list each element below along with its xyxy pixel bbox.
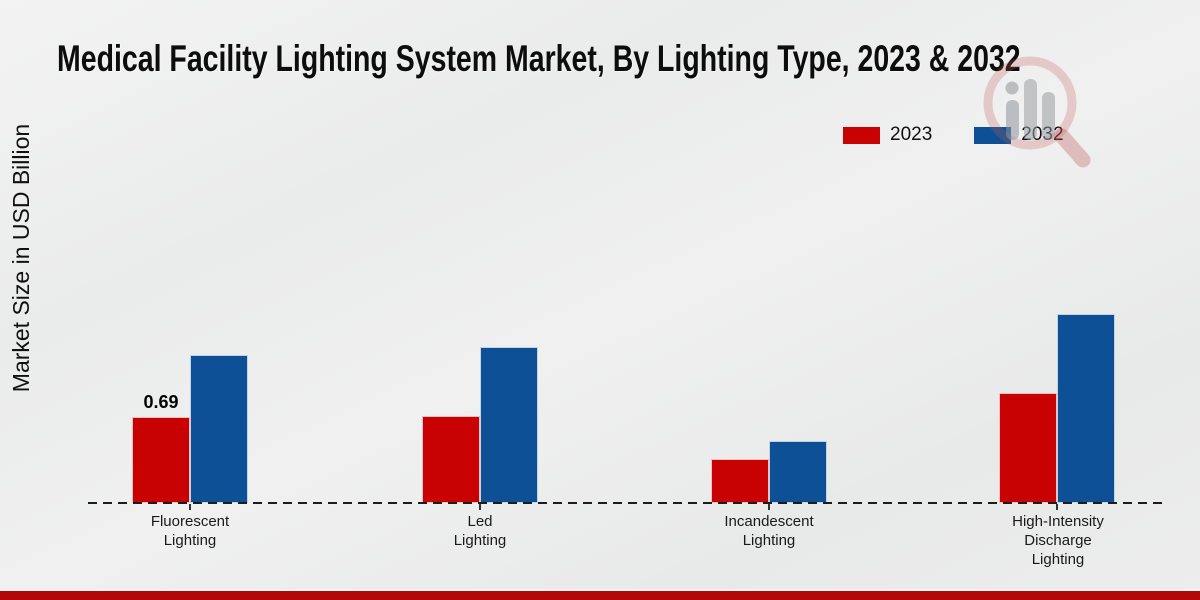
x-axis-ticks (189, 504, 1058, 510)
bar-2023-category-0 (132, 417, 190, 503)
category-label-fluorescent-lighting: Fluorescent Lighting (150, 513, 230, 549)
bar-2023-category-3 (999, 393, 1057, 503)
legend-swatch-2032 (974, 126, 1012, 144)
bar-value-label: 0.69 (143, 392, 179, 412)
category-label-high-intensity-discharge-lighting: High-Intensity Discharge Lighting (1012, 513, 1104, 568)
chart-title: Medical Facility Lighting System Market,… (57, 38, 1021, 79)
bar-2023-category-2 (711, 459, 769, 503)
legend-swatch-2023 (843, 126, 880, 144)
legend-label-2023: 2023 (890, 124, 933, 145)
bar-2023-category-1 (422, 416, 480, 503)
bar-2032-category-1 (480, 347, 538, 503)
magnifier-chart-logo-watermark (983, 56, 1091, 168)
footer-accent-bar (0, 589, 1200, 600)
bar-2032-category-0 (190, 355, 248, 503)
category-label-incandescent-lighting: Incandescent Lighting (724, 513, 814, 549)
bar-2032-category-2 (769, 441, 827, 503)
bar-2032-category-3 (1057, 314, 1115, 503)
legend-item-2023: 2023 (843, 124, 932, 146)
category-label-led-lighting: Led Lighting (453, 513, 507, 549)
